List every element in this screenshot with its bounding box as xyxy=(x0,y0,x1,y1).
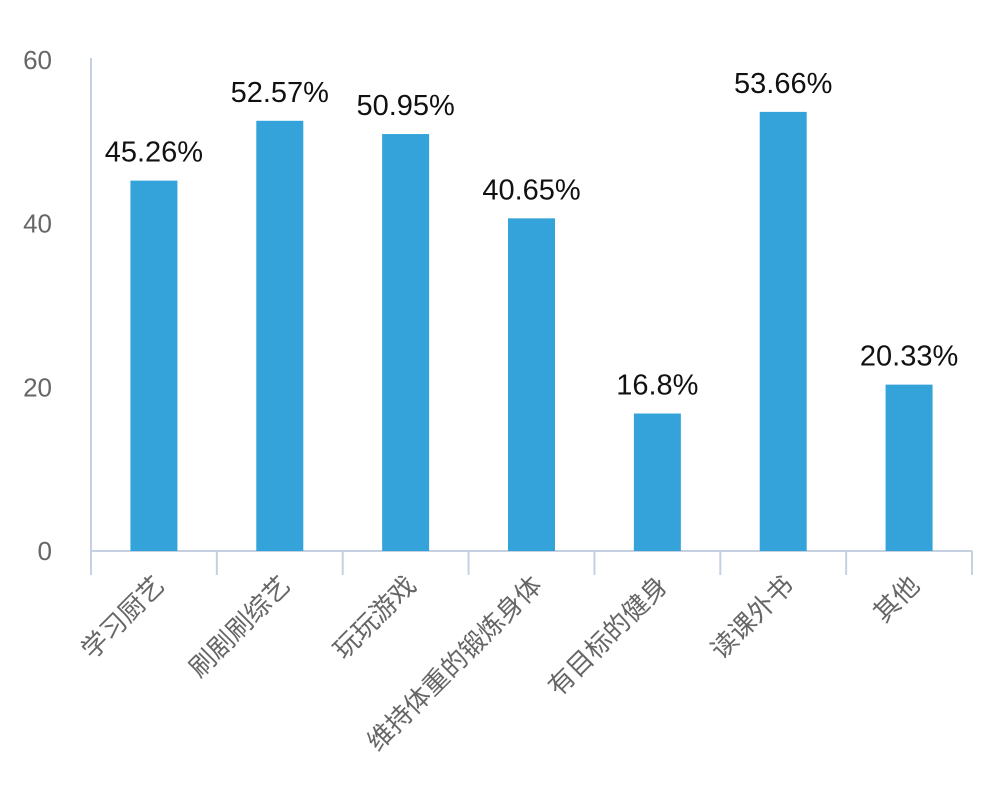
data-label: 45.26% xyxy=(105,137,203,169)
data-label: 40.65% xyxy=(482,174,580,206)
bar xyxy=(130,180,178,552)
category-label: 学习厨艺 xyxy=(75,570,170,665)
category-label: 读课外书 xyxy=(705,570,800,665)
data-label: 20.33% xyxy=(860,341,958,373)
data-label: 50.95% xyxy=(356,90,454,122)
bars xyxy=(130,111,933,552)
y-tick-label: 0 xyxy=(38,536,52,566)
y-tick-label: 20 xyxy=(23,372,52,402)
data-labels: 45.26% 52.57% 50.95% 40.65% 16.8% 53.66% 20.33… xyxy=(105,68,959,402)
category-label: 其他 xyxy=(867,570,925,628)
bar xyxy=(256,120,304,551)
x-axis xyxy=(90,550,973,575)
category-label: 有目标的健身 xyxy=(542,570,674,702)
bar xyxy=(382,134,430,551)
category-label: 玩玩游戏 xyxy=(327,570,422,665)
bar xyxy=(633,413,681,551)
data-label: 53.66% xyxy=(734,68,832,100)
bar xyxy=(759,111,807,552)
bar xyxy=(508,218,555,551)
category-label: 刷剧刷综艺 xyxy=(183,570,296,683)
y-tick-label: 40 xyxy=(23,209,52,239)
data-label: 52.57% xyxy=(231,77,329,109)
y-tick-label: 60 xyxy=(23,45,52,75)
y-axis: 0 20 40 60 xyxy=(23,45,92,566)
data-label: 16.8% xyxy=(616,370,698,402)
bar xyxy=(885,384,933,551)
